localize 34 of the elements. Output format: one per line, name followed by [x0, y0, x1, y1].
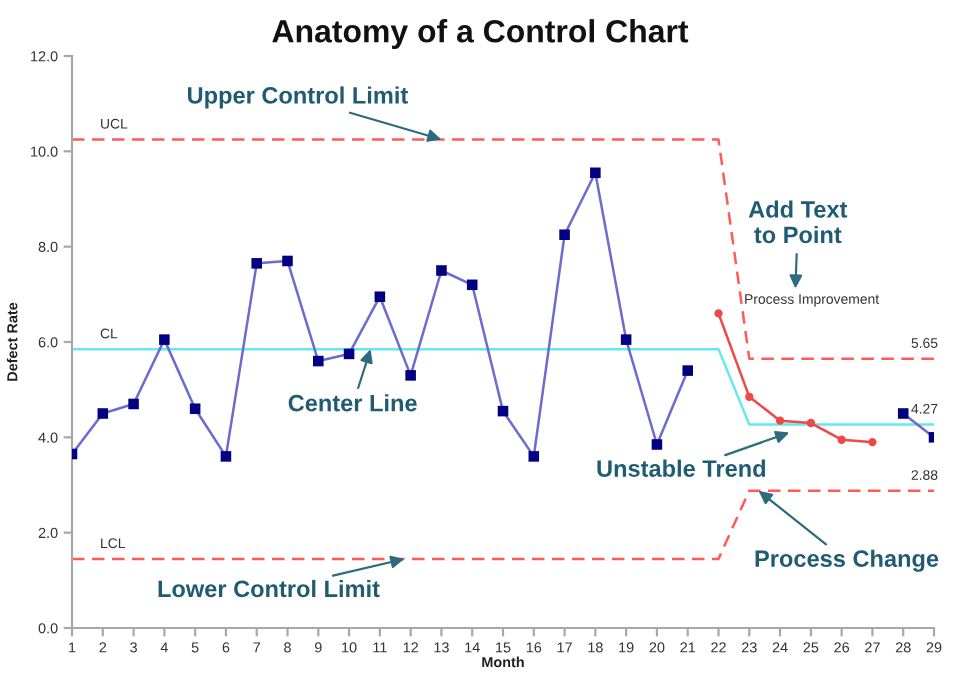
point [868, 437, 877, 447]
annotation: Lower Control Limit [158, 579, 380, 598]
point [528, 451, 540, 462]
point [559, 229, 570, 241]
point [282, 255, 293, 267]
point [806, 418, 816, 428]
annotation: Process Change [755, 549, 939, 572]
point [189, 403, 201, 415]
chart-title: Anatomy of a Control Chart [272, 19, 689, 49]
point [97, 408, 109, 419]
point [590, 167, 601, 179]
point [745, 392, 754, 401]
point [251, 258, 262, 269]
point [682, 365, 693, 376]
point [436, 265, 447, 276]
annotation: Unstable Trend [597, 459, 766, 477]
point [775, 416, 785, 425]
point [220, 451, 232, 462]
point [497, 405, 509, 417]
point [897, 408, 909, 419]
point [466, 279, 478, 291]
point [714, 309, 723, 318]
point [620, 334, 632, 345]
annotation: Center Line [288, 394, 417, 412]
annotation: Add Text to Point [748, 200, 848, 244]
point [374, 291, 386, 302]
point [651, 439, 663, 450]
annotation: Upper Control Limit [188, 86, 408, 109]
point [313, 355, 324, 367]
point [343, 348, 355, 360]
point [159, 334, 170, 345]
point [405, 370, 416, 381]
point [128, 398, 139, 410]
point [837, 435, 846, 444]
